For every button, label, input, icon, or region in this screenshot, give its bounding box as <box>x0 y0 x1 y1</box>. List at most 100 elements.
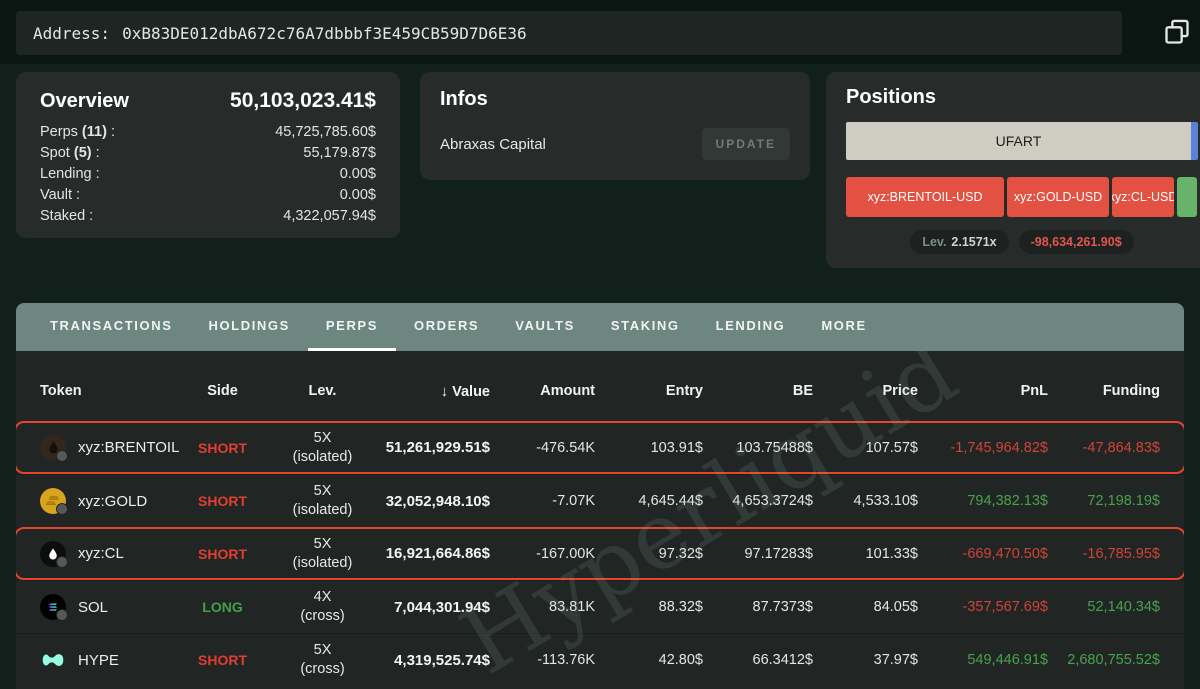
token-label: xyz:BRENTOIL <box>78 439 180 456</box>
sort-desc-icon[interactable]: ↓ <box>440 382 449 400</box>
position-chip-brentoil[interactable]: xyz:BRENTOIL-USD <box>846 177 1004 217</box>
hyperliquid-icon <box>40 647 66 673</box>
side-cell: SHORT <box>198 439 247 456</box>
value-cell: 4,319,525.74$ <box>394 651 490 669</box>
position-chips: xyz:BRENTOIL-USD xyz:GOLD-USD xyz:CL-USD <box>846 177 1198 217</box>
leverage-cell: 5X (isolated) <box>275 482 370 520</box>
amount-cell: -113.76K <box>537 652 595 668</box>
token-label: HYPE <box>78 651 119 669</box>
side-cell: SHORT <box>198 652 247 668</box>
tab-holdings[interactable]: HOLDINGS <box>208 318 290 333</box>
header-side[interactable]: Side <box>207 383 238 399</box>
margin-mode: (isolated) <box>292 554 353 571</box>
tab-more[interactable]: MORE <box>821 318 867 333</box>
tab-staking[interactable]: STAKING <box>610 318 680 333</box>
side-cell: SHORT <box>198 545 247 562</box>
pnl-badge: -98,634,261.90$ <box>1018 230 1134 254</box>
leverage-cell: 5X (isolated) <box>275 535 370 573</box>
position-chip-cl[interactable]: xyz:CL-USD <box>1112 177 1174 217</box>
be-cell: 4,653.3724$ <box>732 493 813 509</box>
entry-cell: 88.32$ <box>658 599 703 615</box>
token-cell: SOL <box>40 594 170 621</box>
amount-cell: 83.81K <box>549 599 595 615</box>
pnl-cell: 549,446.91$ <box>967 652 1048 668</box>
header-token[interactable]: Token <box>40 383 82 399</box>
leverage-value: 5X <box>313 429 332 446</box>
tab-orders[interactable]: ORDERS <box>413 318 480 333</box>
oil-drop-white-icon <box>40 540 68 568</box>
infos-card: Infos Abraxas Capital UPDATE <box>420 72 810 180</box>
entry-cell: 97.32$ <box>658 545 703 562</box>
overview-row-value: 45,725,785.60$ <box>275 124 376 140</box>
funding-cell: -47,864.83$ <box>1082 439 1160 456</box>
header-be[interactable]: BE <box>792 383 813 399</box>
pnl-cell: -669,470.50$ <box>962 545 1048 562</box>
copy-icon <box>1163 19 1191 49</box>
pnl-cell: -1,745,964.82$ <box>950 439 1048 456</box>
address-bar: Address: 0xB83DE012dbA672c76A7dbbbf3E459… <box>16 11 1122 55</box>
sub-badge <box>56 609 68 621</box>
spot-distribution-bar[interactable]: UFART <box>846 122 1198 160</box>
header-entry[interactable]: Entry <box>665 383 703 399</box>
address-label: Address: <box>33 23 111 43</box>
value-cell: 16,921,664.86$ <box>385 545 490 562</box>
price-cell: 4,533.10$ <box>853 493 918 509</box>
sub-badge <box>56 555 68 568</box>
sub-badge <box>56 503 68 515</box>
header-amount[interactable]: Amount <box>540 383 595 399</box>
header-value[interactable]: ↓ Value <box>440 382 490 400</box>
update-button[interactable]: UPDATE <box>701 128 790 160</box>
overview-row-label: Spot (5) : <box>40 145 100 161</box>
header-pnl[interactable]: PnL <box>1020 383 1048 399</box>
tab-vaults[interactable]: VAULTS <box>515 318 575 333</box>
leverage-value: 5X <box>313 535 332 552</box>
entry-cell: 4,645.44$ <box>638 493 703 509</box>
price-cell: 84.05$ <box>873 599 918 615</box>
address-value: 0xB83DE012dbA672c76A7dbbbf3E459CB59D7D6E… <box>122 23 527 43</box>
leverage-cell: 4X (cross) <box>275 588 370 626</box>
solana-icon <box>40 594 68 621</box>
spot-segment-other[interactable] <box>1191 122 1198 160</box>
token-cell: xyz:GOLD <box>40 488 170 515</box>
infos-title: Infos <box>440 88 488 110</box>
header-funding[interactable]: Funding <box>1102 383 1160 399</box>
overview-row-value: 0.00$ <box>339 187 376 203</box>
leverage-cell: 5X (cross) <box>275 641 370 679</box>
tab-lending[interactable]: LENDING <box>715 318 786 333</box>
token-label: SOL <box>78 598 109 616</box>
position-chip-green[interactable] <box>1177 177 1197 217</box>
leverage-value: 5X <box>313 483 332 499</box>
funding-cell: 2,680,755.52$ <box>1067 652 1160 668</box>
header-price[interactable]: Price <box>882 383 918 399</box>
amount-cell: -167.00K <box>536 545 595 562</box>
table-row-brentoil[interactable]: xyz:BRENTOIL SHORT 5X (isolated) 51,261,… <box>16 421 1184 474</box>
table-row-cl[interactable]: xyz:CL SHORT 5X (isolated) 16,921,664.86… <box>16 527 1184 580</box>
table-row-hype[interactable]: HYPE SHORT 5X (cross) 4,319,525.74$ -113… <box>16 633 1184 686</box>
account-name: Abraxas Capital <box>440 135 546 153</box>
entry-cell: 42.80$ <box>658 652 703 668</box>
be-cell: 66.3412$ <box>752 652 813 668</box>
overview-row-lending: Lending : 0.00$ <box>40 164 376 185</box>
tab-transactions[interactable]: TRANSACTIONS <box>50 318 173 333</box>
positions-badges: Lev. 2.1571x -98,634,261.90$ <box>846 230 1198 254</box>
table-header-row: Token Side Lev. ↓ Value Amount Entry BE P… <box>16 361 1184 421</box>
tab-perps[interactable]: PERPS <box>307 303 396 351</box>
summary-cards: Overview 50,103,023.41$ Perps (11) : 45,… <box>0 72 1200 268</box>
token-cell: xyz:BRENTOIL <box>40 434 179 462</box>
position-chip-gold[interactable]: xyz:GOLD-USD <box>1007 177 1109 217</box>
overview-total: 50,103,023.41$ <box>230 89 376 112</box>
margin-mode: (isolated) <box>292 448 353 465</box>
copy-address-button[interactable] <box>1163 18 1191 46</box>
funding-cell: 72,198.19$ <box>1087 493 1160 509</box>
token-label: xyz:CL <box>78 545 124 562</box>
spot-segment-ufart[interactable]: UFART <box>846 122 1191 160</box>
overview-row-label: Staked : <box>40 208 94 224</box>
positions-title: Positions <box>846 86 937 108</box>
overview-row-staked: Staked : 4,322,057.94$ <box>40 206 376 227</box>
table-row-gold[interactable]: xyz:GOLD SHORT 5X (isolated) 32,052,948.… <box>16 474 1184 527</box>
header-lev[interactable]: Lev. <box>308 383 337 399</box>
margin-mode: (cross) <box>300 661 345 677</box>
funding-cell: 52,140.34$ <box>1087 599 1160 615</box>
table-row-sol[interactable]: SOL LONG 4X (cross) 7,044,301.94$ 83.81K… <box>16 580 1184 633</box>
entry-cell: 103.91$ <box>650 439 703 456</box>
